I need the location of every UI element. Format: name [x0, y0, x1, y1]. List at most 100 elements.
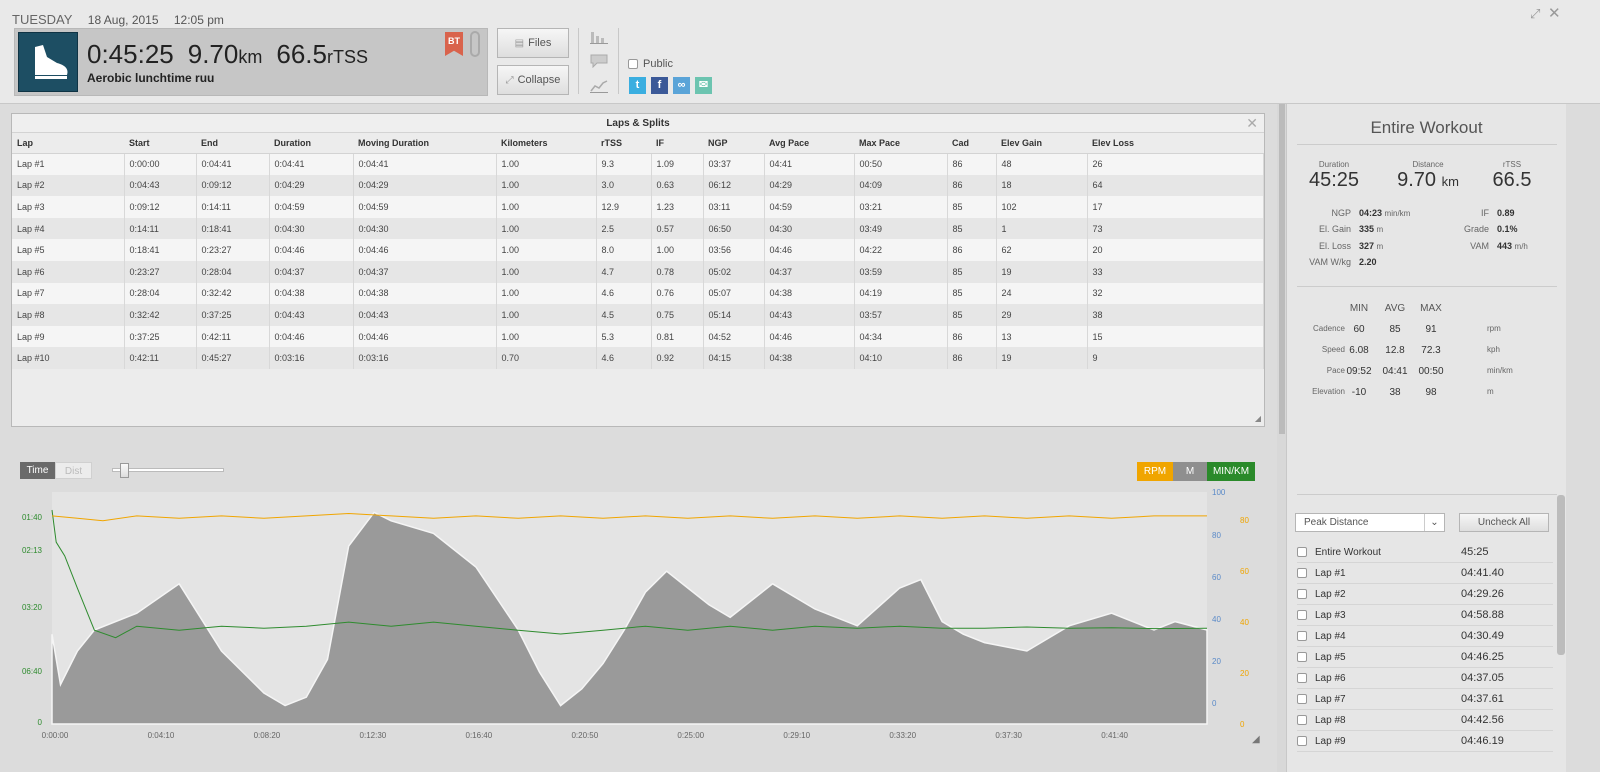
cadence-tick-label: 60 [1240, 567, 1249, 576]
lap-row[interactable]: Lap #7 0:28:04 0:32:42 0:04:38 0:04:38 1.00 4.… [12, 282, 1264, 305]
lap-cell: 0:32:42 [196, 282, 270, 305]
lap-row[interactable]: Lap #4 0:14:11 0:18:41 0:04:30 0:04:30 1.00 2.… [12, 217, 1264, 240]
zoom-slider-handle[interactable] [120, 463, 129, 478]
peak-checkbox[interactable] [1297, 652, 1307, 662]
elevation-series-button[interactable]: M [1173, 462, 1207, 481]
column-header[interactable]: Kilometers [496, 133, 596, 154]
uncheck-all-button[interactable]: Uncheck All [1459, 513, 1549, 532]
lap-cell: 9.3 [596, 153, 652, 175]
twitter-icon[interactable]: t [629, 77, 646, 94]
peak-item[interactable]: Lap #1 04:41.40 [1297, 563, 1553, 584]
column-header[interactable]: Start [124, 133, 196, 154]
vam-wkg-stat: VAM W/kg 2.20 [1309, 257, 1377, 267]
lap-cell: 0:09:12 [124, 196, 197, 218]
public-toggle[interactable]: Public [628, 58, 673, 70]
paperclip-icon[interactable] [470, 31, 480, 57]
peak-checkbox[interactable] [1297, 589, 1307, 599]
lap-row[interactable]: Lap #6 0:23:27 0:28:04 0:04:37 0:04:37 1.00 4.… [12, 260, 1264, 283]
files-button[interactable]: ▤ Files [497, 28, 569, 58]
lap-row[interactable]: Lap #8 0:32:42 0:37:25 0:04:43 0:04:43 1.00 4.… [12, 304, 1264, 326]
minmax-avg: 12.8 [1385, 345, 1405, 356]
elev-loss-stat: El. Loss 327 m [1318, 241, 1384, 251]
column-header[interactable]: Cad [947, 133, 996, 154]
lap-row[interactable]: Lap #10 0:42:11 0:45:27 0:03:16 0:03:16 0.70 4… [12, 347, 1264, 369]
bt-badge[interactable]: BT [445, 32, 463, 56]
peak-item[interactable]: Entire Workout 45:25 [1297, 542, 1553, 563]
dist-toggle[interactable]: Dist [55, 462, 92, 479]
expand-icon[interactable]: ⤢ [1530, 6, 1541, 21]
facebook-icon[interactable]: f [651, 77, 668, 94]
lap-cell: 1.09 [651, 153, 704, 175]
lap-cell: Lap #1 [12, 153, 125, 175]
collapse-button[interactable]: ⤢ Collapse [497, 65, 569, 95]
main-scrollbar[interactable] [1277, 104, 1287, 772]
rpm-series-button[interactable]: RPM [1137, 462, 1173, 481]
peak-checkbox[interactable] [1297, 673, 1307, 683]
public-checkbox[interactable] [628, 59, 638, 69]
elev-gain-stat: El. Gain 335 m [1318, 224, 1384, 234]
column-header[interactable]: Max Pace [854, 133, 947, 154]
column-header[interactable]: IF [651, 133, 703, 154]
lap-cell: 0:04:46 [269, 239, 354, 261]
minmax-label: Speed [1321, 345, 1345, 354]
peak-item[interactable]: Lap #2 04:29.26 [1297, 584, 1553, 605]
lap-row[interactable]: Lap #1 0:00:00 0:04:41 0:04:41 0:04:41 1.00 9.… [12, 153, 1264, 175]
analysis-chart-icon[interactable] [590, 79, 608, 93]
lap-cell: 86 [947, 347, 997, 369]
peak-item[interactable]: Lap #9 04:46.19 [1297, 731, 1553, 752]
column-header[interactable]: rTSS [596, 133, 651, 154]
peak-item[interactable]: Lap #8 04:42.56 [1297, 710, 1553, 731]
peak-checkbox[interactable] [1297, 568, 1307, 578]
column-header[interactable]: End [196, 133, 269, 154]
peak-checkbox[interactable] [1297, 631, 1307, 641]
workout-title[interactable]: Aerobic lunchtime ruu [87, 71, 215, 85]
peak-item[interactable]: Lap #4 04:30.49 [1297, 626, 1553, 647]
lap-row[interactable]: Lap #5 0:18:41 0:23:27 0:04:46 0:04:46 1.00 8.… [12, 239, 1264, 261]
lap-cell: 1.00 [496, 304, 597, 326]
column-header[interactable]: Avg Pace [764, 133, 854, 154]
laps-close-icon[interactable]: ✕ [1246, 115, 1258, 131]
pace-tick-label: 03:20 [22, 603, 43, 612]
lap-row[interactable]: Lap #2 0:04:43 0:09:12 0:04:29 0:04:29 1.00 3.… [12, 174, 1264, 197]
time-toggle[interactable]: Time [20, 462, 55, 479]
pace-series-button[interactable]: MIN/KM [1207, 462, 1255, 481]
resize-handle-icon[interactable]: ◢ [1254, 414, 1261, 423]
peak-checkbox[interactable] [1297, 547, 1307, 557]
column-header[interactable]: NGP [703, 133, 764, 154]
lap-row[interactable]: Lap #3 0:09:12 0:14:11 0:04:59 0:04:59 1.00 12… [12, 196, 1264, 218]
link-icon[interactable]: ∞ [673, 77, 690, 94]
peak-value: 04:37.05 [1461, 672, 1504, 684]
bar-chart-icon[interactable] [590, 30, 608, 44]
lap-row[interactable]: Lap #9 0:37:25 0:42:11 0:04:46 0:04:46 1.00 5.… [12, 325, 1264, 348]
peak-checkbox[interactable] [1297, 610, 1307, 620]
peak-item[interactable]: Lap #7 04:37.61 [1297, 689, 1553, 710]
column-header[interactable]: Elev Gain [996, 133, 1087, 154]
lap-cell: 0:04:30 [353, 217, 497, 240]
column-header[interactable]: Lap [12, 133, 124, 154]
comment-icon[interactable] [590, 54, 608, 68]
lap-cell: 19 [996, 347, 1088, 369]
peak-item[interactable]: Lap #6 04:37.05 [1297, 668, 1553, 689]
peak-list-scrollbar[interactable] [1557, 495, 1565, 655]
run-sport-icon [18, 32, 78, 92]
email-icon[interactable]: ✉ [695, 77, 712, 94]
lap-cell: 0.78 [651, 260, 704, 283]
lap-cell: Lap #5 [12, 239, 125, 261]
peak-checkbox[interactable] [1297, 694, 1307, 704]
lap-cell: 1.00 [496, 153, 597, 175]
minmax-max: 00:50 [1418, 366, 1444, 377]
lap-cell: 19 [996, 260, 1088, 283]
peak-item[interactable]: Lap #3 04:58.88 [1297, 605, 1553, 626]
zoom-slider[interactable] [112, 468, 224, 472]
peak-checkbox[interactable] [1297, 715, 1307, 725]
column-header[interactable]: Moving Duration [353, 133, 496, 154]
lap-cell: 13 [996, 325, 1088, 348]
main-scrollbar-thumb[interactable] [1279, 104, 1285, 434]
workout-chart[interactable]: 0:00:00 0:04:10 0:08:20 0:12:30 0:16:40 0:20:… [0, 482, 1275, 744]
peak-item[interactable]: Lap #5 04:46.25 [1297, 647, 1553, 668]
peak-type-select[interactable]: Peak Distance ⌄ [1295, 513, 1445, 532]
close-icon[interactable]: ✕ [1548, 5, 1561, 22]
peak-checkbox[interactable] [1297, 736, 1307, 746]
column-header[interactable]: Duration [269, 133, 353, 154]
column-header[interactable]: Elev Loss [1087, 133, 1264, 154]
